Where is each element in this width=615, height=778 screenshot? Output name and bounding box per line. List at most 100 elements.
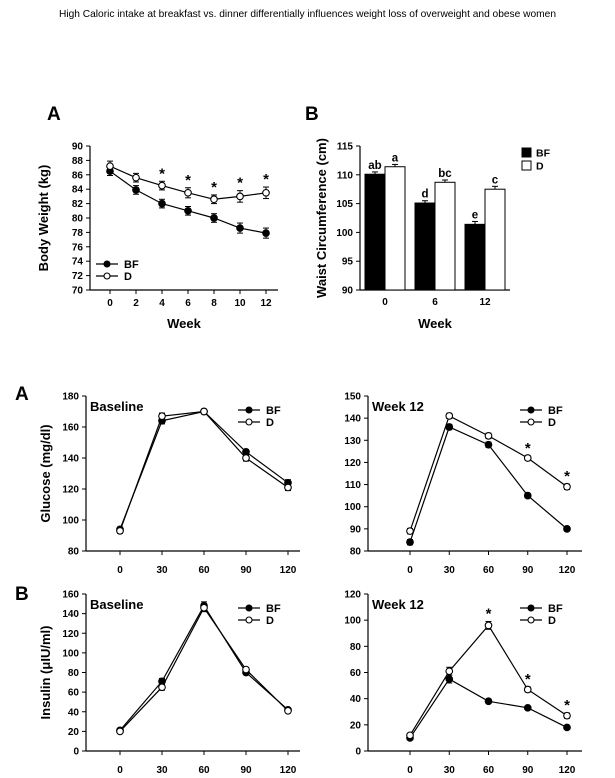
significance-star: *: [211, 179, 217, 196]
data-point-bf: [445, 675, 454, 683]
y-tick-label: 40: [68, 707, 80, 718]
data-point-d: [262, 188, 270, 197]
y-tick-label: 86: [72, 170, 84, 181]
legend-marker-bf: [245, 604, 253, 612]
x-tick-label: 0: [407, 565, 413, 576]
legend-label: BF: [536, 148, 551, 160]
x-tick-label: 10: [234, 298, 246, 309]
panel-label: B: [305, 104, 319, 125]
x-tick-label: 120: [559, 765, 576, 776]
bar-significance-label: ab: [368, 160, 381, 172]
y-tick-label: 100: [62, 516, 79, 527]
legend-label: BF: [266, 603, 281, 615]
significance-star: *: [237, 175, 243, 192]
y-tick-label: 88: [72, 156, 84, 167]
bar-d: [434, 181, 456, 291]
data-point-d: [210, 195, 218, 204]
legend-label: D: [266, 417, 274, 429]
bar-significance-label: d: [421, 189, 428, 201]
x-tick-label: 30: [156, 765, 168, 776]
legend-marker-d: [527, 616, 535, 624]
data-point-d: [158, 181, 166, 190]
y-tick-label: 120: [344, 590, 361, 601]
x-tick-label: 6: [185, 298, 191, 309]
y-tick-label: 140: [62, 609, 79, 620]
y-axis-title: Glucose (mg/dl): [38, 424, 53, 522]
y-tick-label: 160: [62, 423, 79, 434]
legend-label: BF: [548, 603, 563, 615]
x-tick-label: 6: [432, 297, 438, 308]
panel-label: A: [47, 104, 61, 125]
y-tick-label: 40: [350, 694, 362, 705]
x-tick-label: 30: [444, 565, 456, 576]
y-tick-label: 74: [72, 257, 84, 268]
panel-label: A: [15, 384, 29, 405]
x-tick-label: 4: [159, 298, 165, 309]
legend-marker-d: [103, 272, 111, 280]
data-point-d: [106, 162, 114, 171]
data-point-bf: [484, 440, 493, 449]
data-point-d: [200, 603, 208, 612]
data-point-d: [284, 483, 292, 492]
series-line-d: [119, 410, 289, 532]
x-tick-label: 90: [240, 765, 252, 776]
data-point-d: [445, 667, 454, 676]
legend-swatch-d: [521, 160, 532, 171]
series-line-bf: [409, 678, 568, 739]
x-tick-label: 30: [156, 565, 168, 576]
bar-bf: [364, 173, 386, 291]
y-tick-label: 78: [72, 228, 84, 239]
data-point-bf: [262, 229, 270, 237]
data-point-bf: [236, 224, 244, 232]
y-tick-label: 20: [350, 720, 362, 731]
y-tick-label: 140: [62, 454, 79, 465]
y-tick-label: 80: [68, 547, 80, 558]
y-tick-label: 100: [62, 648, 79, 659]
legend-label: D: [548, 615, 556, 627]
y-tick-label: 20: [68, 727, 80, 738]
y-tick-label: 100: [336, 228, 353, 239]
y-tick-label: 80: [68, 668, 80, 679]
y-tick-label: 110: [337, 170, 354, 181]
significance-star: *: [564, 468, 570, 485]
data-point-bf: [158, 199, 166, 208]
data-point-d: [523, 454, 532, 462]
data-point-bf: [242, 447, 250, 456]
y-tick-label: 80: [350, 547, 362, 558]
y-tick-label: 150: [344, 392, 361, 403]
significance-star: *: [525, 671, 531, 688]
data-point-bf: [406, 538, 414, 546]
legend-label: BF: [548, 405, 563, 417]
y-tick-label: 105: [336, 199, 353, 210]
x-tick-label: 60: [483, 565, 495, 576]
x-tick-label: 0: [407, 765, 413, 776]
x-axis-title: Week: [418, 316, 452, 331]
bar-significance-label: e: [472, 209, 478, 221]
x-axis-title: Week: [167, 316, 201, 331]
significance-star: *: [486, 605, 492, 622]
y-tick-label: 72: [72, 271, 84, 282]
series-line-d: [409, 624, 568, 736]
legend-swatch-bf: [521, 147, 532, 158]
chart-inner-title: Week 12: [372, 597, 424, 612]
significance-star: *: [564, 697, 570, 714]
y-tick-label: 60: [68, 688, 80, 699]
x-tick-label: 2: [133, 298, 139, 309]
data-point-d: [406, 527, 414, 535]
significance-star: *: [159, 165, 165, 182]
bar-d: [484, 188, 506, 291]
y-tick-label: 84: [72, 185, 84, 196]
legend-marker-d: [245, 616, 253, 624]
x-tick-label: 120: [280, 565, 297, 576]
x-tick-label: 8: [211, 298, 217, 309]
data-point-d: [200, 407, 208, 416]
x-tick-label: 120: [559, 565, 576, 576]
data-point-d: [523, 685, 532, 694]
data-point-bf: [184, 206, 192, 215]
data-point-bf: [563, 525, 571, 533]
legend-marker-bf: [527, 406, 535, 414]
chart-glucose-baseline: 80 100 120 140 160 180 Glucose (mg/dl) Baseline…: [38, 392, 300, 576]
x-tick-label: 90: [522, 765, 534, 776]
y-axis-title: Waist Circumference (cm): [314, 138, 329, 298]
x-tick-label: 12: [260, 298, 272, 309]
